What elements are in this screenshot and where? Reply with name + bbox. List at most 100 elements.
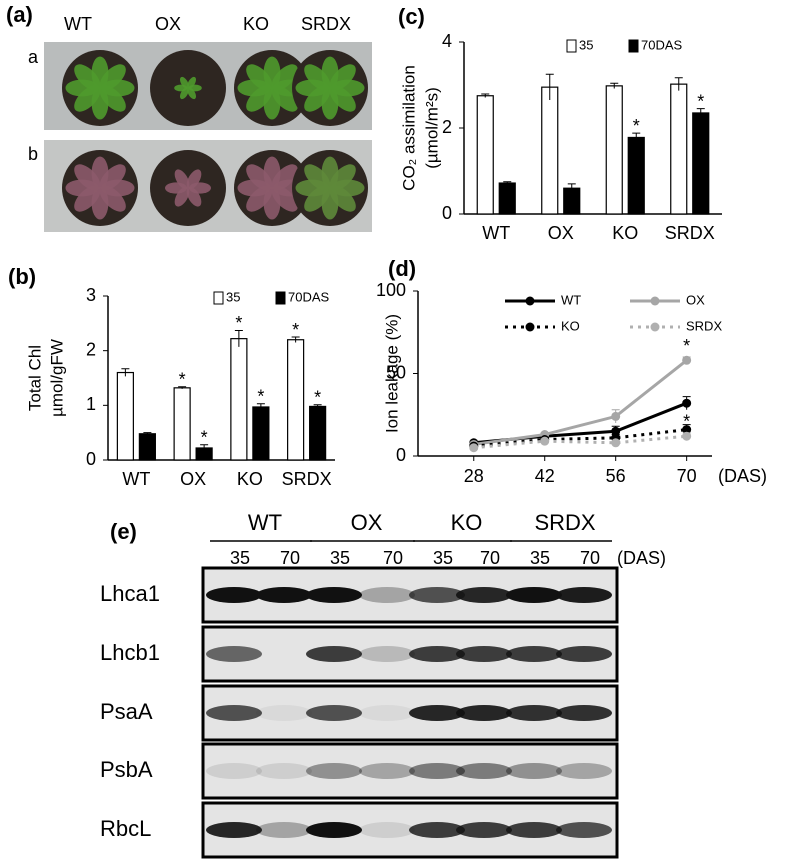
bar — [116, 371, 134, 461]
marker — [682, 425, 692, 435]
band — [456, 646, 512, 662]
leaf — [99, 164, 126, 191]
bar — [498, 182, 516, 215]
legend-label: 35 — [579, 37, 593, 52]
x-tick-label: 42 — [535, 466, 555, 486]
legend-label: 70DAS — [641, 37, 683, 52]
band — [256, 587, 312, 603]
band — [359, 705, 415, 721]
bar — [309, 405, 327, 461]
bar — [692, 112, 710, 215]
line — [473, 401, 688, 445]
marker — [682, 355, 692, 365]
error-bar — [291, 336, 300, 343]
bar — [252, 406, 270, 461]
leaf — [174, 169, 190, 190]
timepoint-label: 70 — [580, 548, 600, 568]
line — [473, 359, 688, 446]
timepoint-label: 35 — [230, 548, 250, 568]
x-tick-label: OX — [180, 469, 206, 489]
band — [306, 587, 362, 603]
error-bar — [143, 432, 152, 435]
x-tick-label: KO — [237, 469, 263, 489]
band — [506, 763, 562, 779]
legend-label: 35 — [226, 289, 240, 304]
leaf — [329, 164, 356, 191]
genotype-label: KO — [243, 14, 269, 34]
bar — [173, 387, 191, 461]
protein-label: Lhcb1 — [100, 640, 160, 665]
error-bar — [481, 93, 490, 98]
genotype-label: OX — [155, 14, 181, 34]
x-tick-label: KO — [612, 223, 638, 243]
leaf — [187, 87, 196, 100]
x-tick-label: OX — [548, 223, 574, 243]
leaf — [180, 87, 189, 100]
row-label: a — [28, 47, 39, 67]
band — [206, 705, 262, 721]
error-bar — [567, 183, 576, 193]
marker — [540, 436, 550, 446]
error-bar — [632, 132, 641, 142]
error-bar — [696, 108, 705, 118]
x-tick-label: 70 — [677, 466, 697, 486]
leaf — [186, 169, 202, 190]
time-unit: (DAS) — [617, 548, 666, 568]
legend-label: KO — [561, 318, 580, 333]
band — [556, 763, 612, 779]
error-bar — [674, 77, 683, 91]
error-bar — [313, 404, 322, 409]
legend-swatch — [213, 291, 224, 305]
row-label: b — [28, 144, 38, 164]
marker — [682, 398, 692, 408]
bar — [230, 338, 248, 461]
leaf — [174, 186, 190, 207]
band — [306, 646, 362, 662]
significance: * — [292, 320, 299, 340]
panel-label: (d) — [388, 256, 416, 281]
y-axis-label: (µmol/m²s) — [422, 87, 441, 169]
genotype-label: SRDX — [534, 510, 595, 535]
leaf — [329, 64, 356, 91]
significance: * — [201, 427, 208, 447]
band — [506, 587, 562, 603]
significance: * — [633, 116, 640, 136]
y-axis-label: µmol/gFW — [47, 339, 66, 417]
marker — [611, 426, 621, 436]
panel-label: (c) — [398, 4, 425, 29]
y-tick-label: 2 — [442, 117, 452, 137]
band — [256, 705, 312, 721]
band — [409, 822, 465, 838]
legend-marker — [525, 322, 535, 332]
legend-swatch — [628, 39, 639, 53]
genotype-label: SRDX — [301, 14, 351, 34]
y-axis-label: CO₂ assimilation — [399, 65, 418, 191]
timepoint-label: 70 — [480, 548, 500, 568]
band — [256, 763, 312, 779]
marker — [469, 443, 479, 453]
band — [456, 822, 512, 838]
legend-swatch — [566, 39, 577, 53]
protein-label: PsaA — [100, 699, 153, 724]
band — [359, 763, 415, 779]
y-tick-label: 4 — [442, 31, 452, 51]
band — [506, 646, 562, 662]
bar — [670, 83, 688, 215]
protein-label: PsbA — [100, 757, 153, 782]
x-tick-label: 28 — [464, 466, 484, 486]
y-tick-label: 50 — [386, 362, 406, 382]
line — [473, 428, 687, 448]
band — [409, 587, 465, 603]
genotype-label: WT — [64, 14, 92, 34]
band — [556, 705, 612, 721]
marker — [611, 411, 621, 421]
significance: * — [179, 369, 186, 389]
x-tick-label: WT — [482, 223, 510, 243]
leaf — [271, 64, 298, 91]
significance: * — [697, 91, 704, 111]
leaf — [99, 64, 126, 91]
band — [256, 822, 312, 838]
y-tick-label: 0 — [442, 203, 452, 223]
legend-swatch — [275, 291, 286, 305]
